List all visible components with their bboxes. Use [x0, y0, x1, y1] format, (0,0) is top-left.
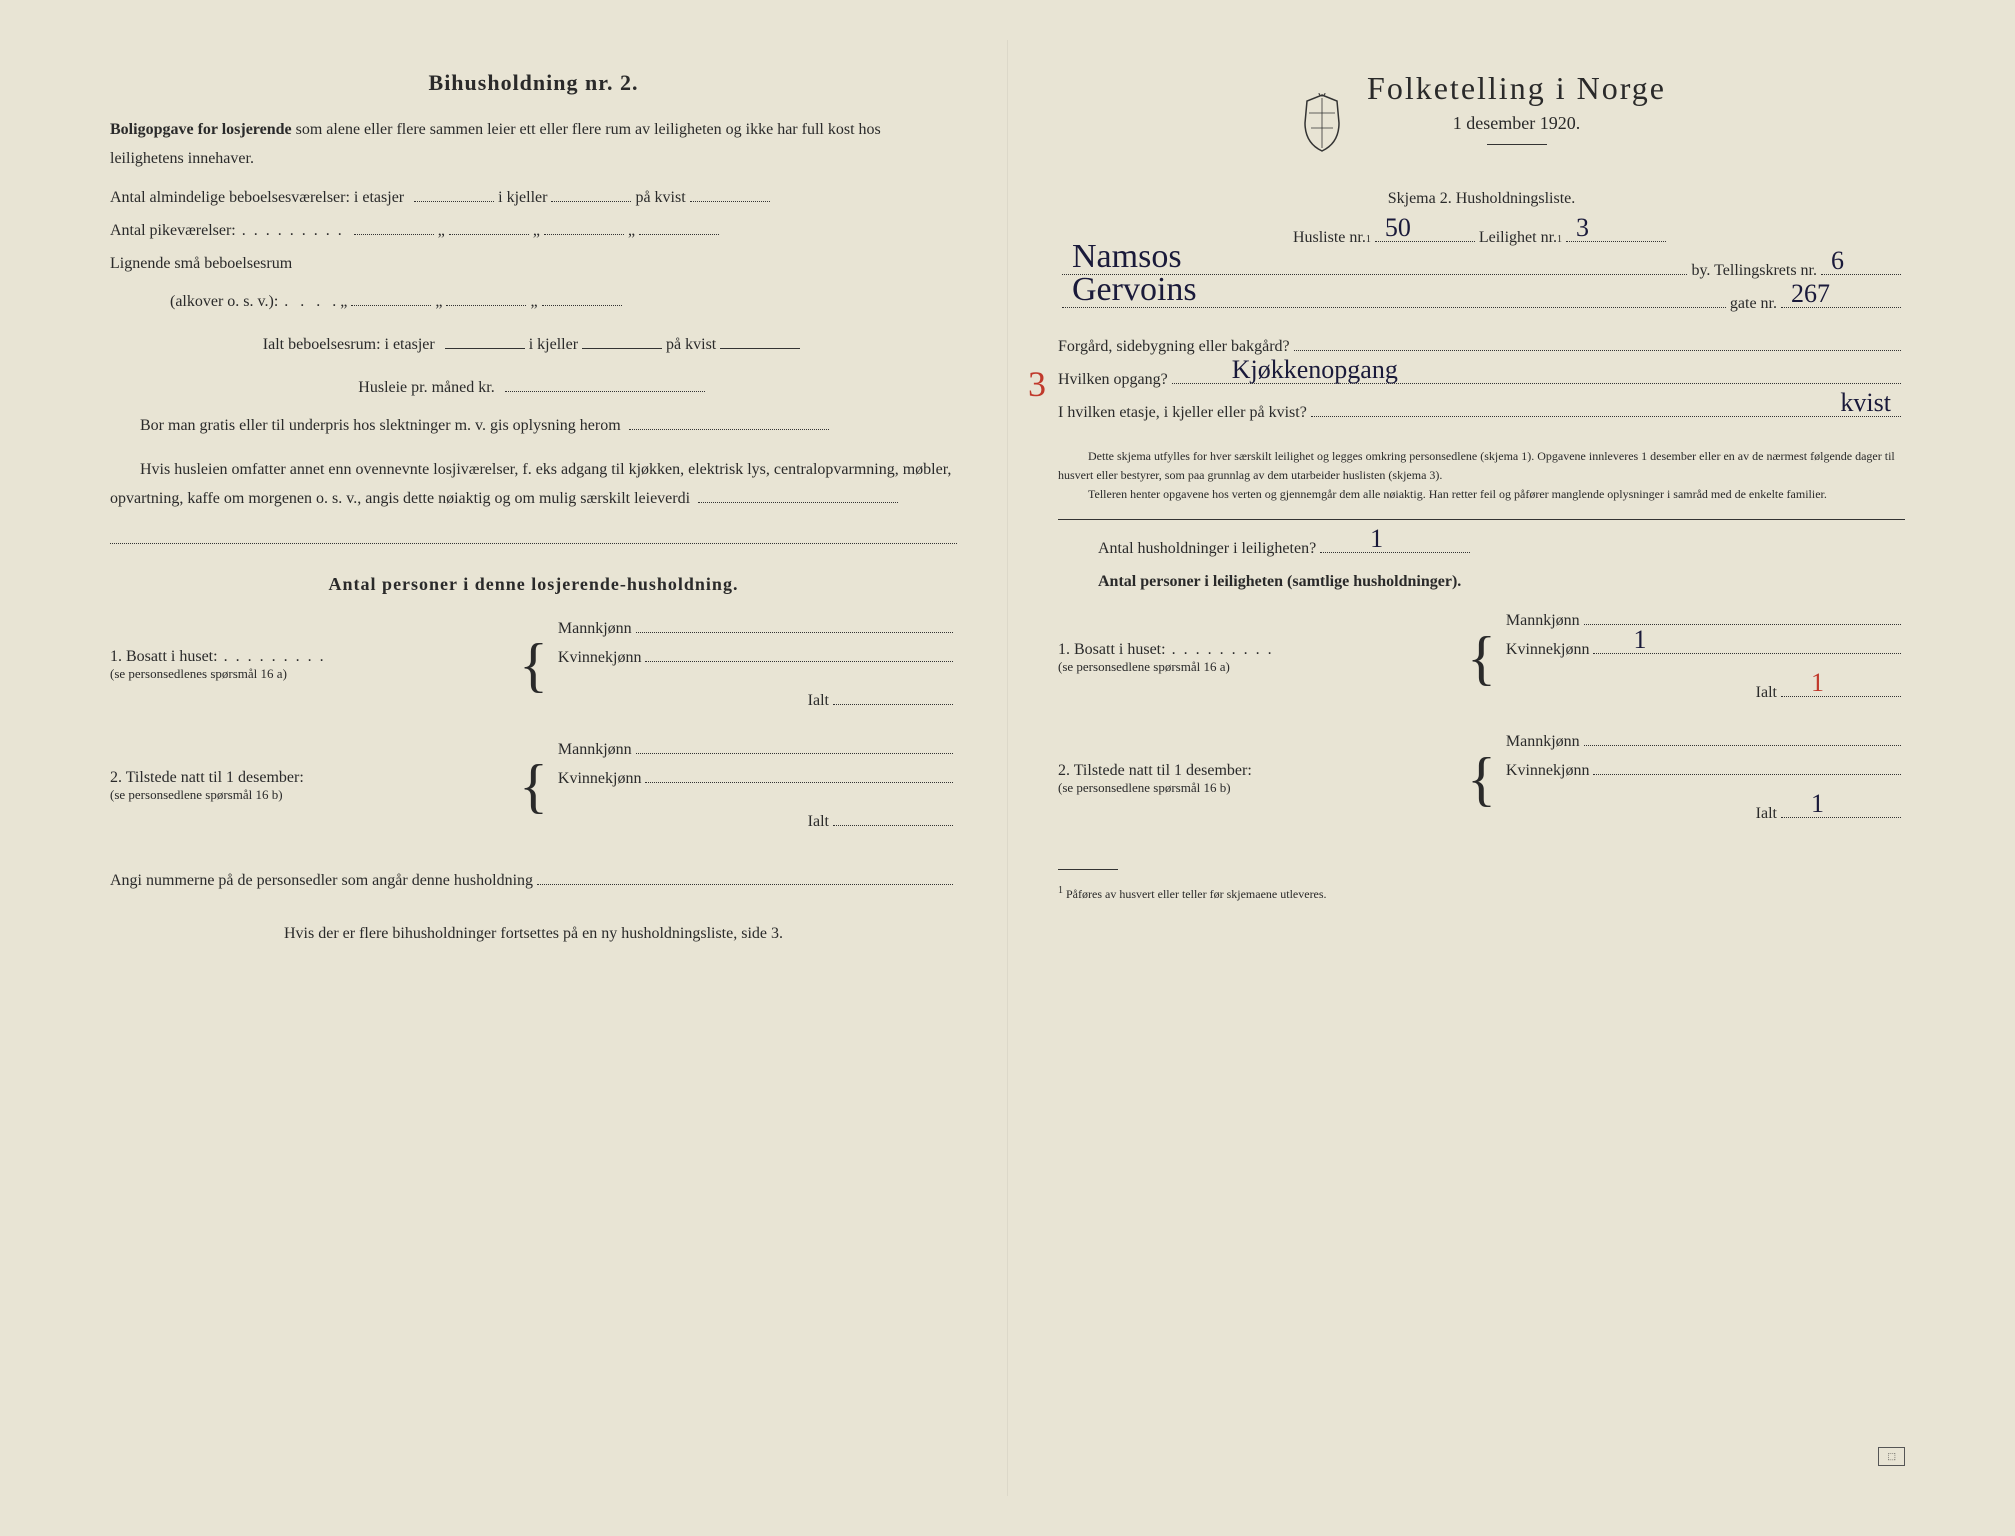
para-gratis: Bor man gratis eller til underpris hos s… [110, 412, 957, 441]
main-title: Folketelling i Norge [1367, 70, 1666, 107]
row-husleie: Husleie pr. måned kr. [110, 374, 957, 397]
left-title: Bihusholdning nr. 2. [110, 70, 957, 96]
row-gate: Gervoins gate nr. 267 [1058, 290, 1905, 313]
row-lignende-label: Lignende små beboelsesrum [110, 250, 957, 279]
red-number: 3 [1028, 363, 1046, 405]
etasje-value: kvist [1840, 388, 1891, 418]
divider [1487, 144, 1547, 145]
brace-icon: { [519, 650, 548, 680]
row-pikevaerelser: Antal pikeværelser: „ „ „ [110, 217, 957, 240]
krets-value: 6 [1831, 246, 1844, 276]
intro-bold: Boligopgave for losjerende [110, 121, 292, 138]
row-beboelsesvaerelser: Antal almindelige beboelsesværelser: i e… [110, 184, 957, 207]
ialt-val-1: 1 [1811, 668, 1824, 698]
row-forgard: Forgård, sidebygning eller bakgård? [1058, 333, 1905, 356]
row-husliste: Husliste nr. 1 50 Leilighet nr. 1 3 [1058, 224, 1905, 247]
brace-icon: { [519, 771, 548, 801]
gatenr-value: 267 [1791, 279, 1830, 309]
row-antal-hush: Antal husholdninger i leiligheten? 1 [1098, 535, 1905, 558]
brace-icon: { [1467, 764, 1496, 794]
leilighet-value: 3 [1576, 213, 1589, 243]
questions-block: 3 Forgård, sidebygning eller bakgård? Hv… [1058, 333, 1905, 422]
ialt-val-2: 1 [1811, 789, 1824, 819]
hr [1058, 519, 1905, 520]
coat-of-arms-icon [1297, 93, 1347, 153]
left-footer: Hvis der er flere bihusholdninger fortse… [110, 920, 957, 949]
left-item-2: 2. Tilstede natt til 1 desember: (se per… [110, 736, 957, 837]
row-opgang: Hvilken opgang? Kjøkkenopgang [1058, 366, 1905, 389]
left-section-title: Antal personer i denne losjerende-hushol… [110, 574, 957, 595]
header: Folketelling i Norge 1 desember 1920. [1058, 70, 1905, 175]
blank-fill-line[interactable] [110, 524, 957, 544]
right-item-1: 1. Bosatt i huset: (se personsedlene spø… [1058, 607, 1905, 708]
instructions-2: Telleren henter opgavene hos verten og g… [1058, 485, 1905, 504]
kvinn-val-1: 1 [1633, 625, 1646, 655]
row-etasje: I hvilken etasje, i kjeller eller på kvi… [1058, 399, 1905, 422]
row-ialt-beboelse: Ialt beboelsesrum: i etasjer i kjeller p… [110, 331, 957, 354]
right-page: Folketelling i Norge 1 desember 1920. Sk… [1008, 40, 1955, 1496]
gate-value: Gervoins [1072, 271, 1197, 309]
opgang-value: Kjøkkenopgang [1232, 355, 1398, 385]
skjema-label: Skjema 2. Husholdningsliste. [1058, 185, 1905, 214]
row-alkover: (alkover o. s. v.): . . . . „ „ „ [110, 288, 957, 311]
date-subtitle: 1 desember 1920. [1367, 113, 1666, 134]
antal-pers-title: Antal personer i leiligheten (samtlige h… [1098, 568, 1905, 597]
husliste-value: 50 [1385, 213, 1411, 243]
left-page: Bihusholdning nr. 2. Boligopgave for los… [60, 40, 1008, 1496]
instructions-1: Dette skjema utfylles for hver særskilt … [1058, 447, 1905, 485]
footnote: 1 Påføres av husvert eller teller før sk… [1058, 869, 1905, 902]
antal-hush-value: 1 [1370, 524, 1383, 554]
left-item-1: 1. Bosatt i huset: (se personsedlenes sp… [110, 615, 957, 716]
intro-paragraph: Boligopgave for losjerende som alene ell… [110, 116, 957, 174]
printer-stamp: ⬚ [1878, 1447, 1905, 1466]
right-item-2: 2. Tilstede natt til 1 desember: (se per… [1058, 728, 1905, 829]
brace-icon: { [1467, 643, 1496, 673]
para-husleien: Hvis husleien omfatter annet enn ovennev… [110, 456, 957, 514]
row-angi: Angi nummerne på de personsedler som ang… [110, 867, 957, 890]
